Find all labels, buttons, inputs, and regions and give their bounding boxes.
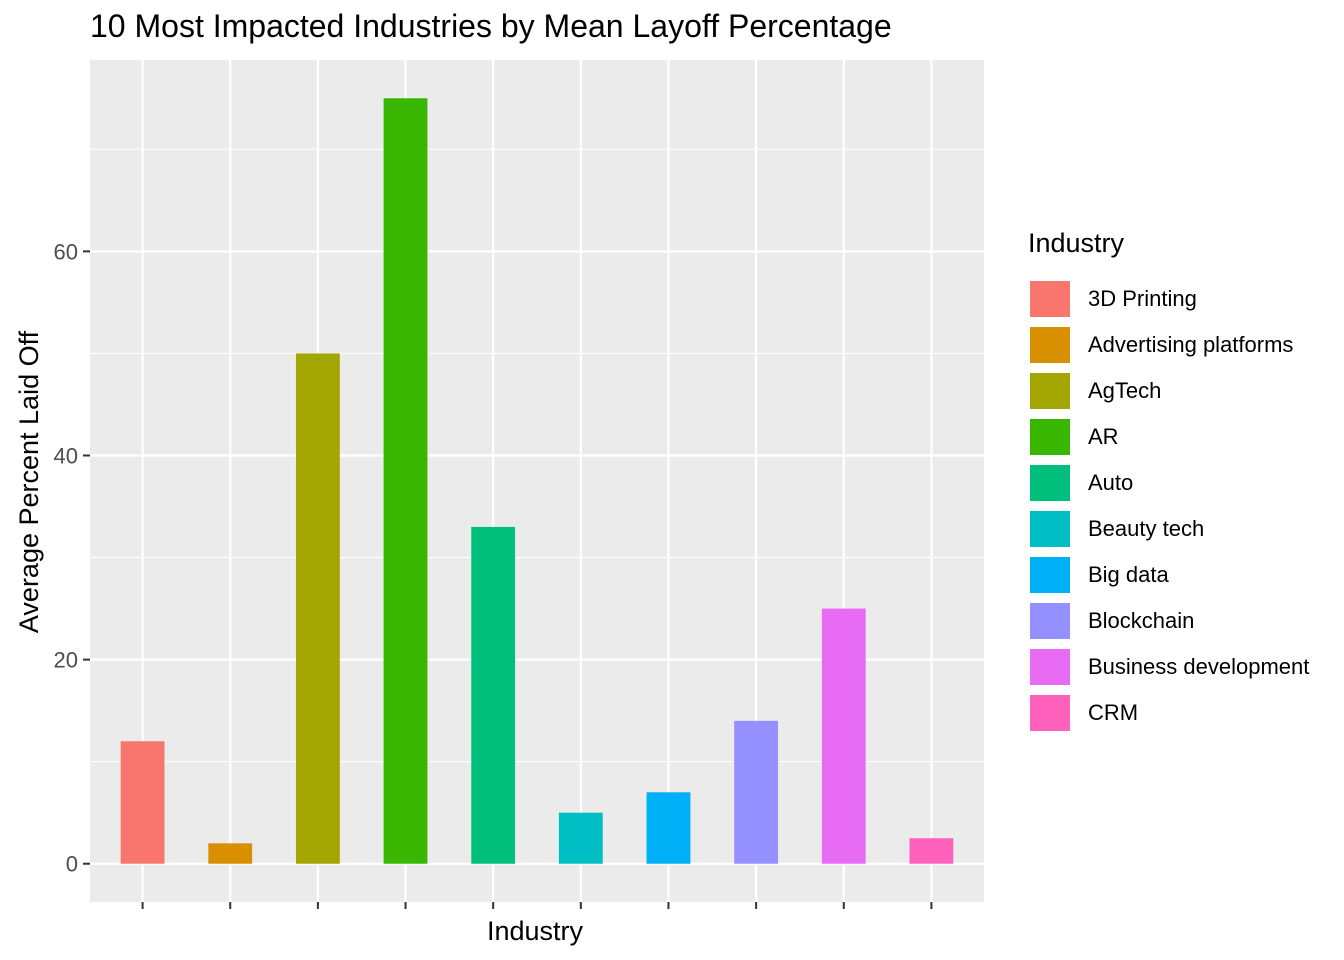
legend-title: Industry <box>1028 228 1125 258</box>
legend-label: AgTech <box>1088 378 1162 403</box>
bar <box>471 526 516 864</box>
legend-swatch <box>1028 509 1072 549</box>
bar <box>383 98 428 864</box>
legend-item: Big data <box>1028 552 1309 598</box>
bar <box>558 812 603 864</box>
y-tick-label: 40 <box>54 443 78 468</box>
legend-item: Auto <box>1028 460 1309 506</box>
legend-label: Beauty tech <box>1088 516 1205 541</box>
legend-label: Auto <box>1088 470 1134 495</box>
y-tick-label: 20 <box>54 648 78 673</box>
bar <box>821 608 866 864</box>
legend-swatch <box>1028 371 1072 411</box>
legend-label: AR <box>1088 424 1119 449</box>
bar <box>734 720 779 864</box>
legend-label: Big data <box>1088 562 1169 587</box>
legend-label: Business development <box>1088 654 1310 679</box>
bar <box>646 792 691 864</box>
legend-label: 3D Printing <box>1088 286 1197 311</box>
x-axis-label: Industry <box>487 916 584 946</box>
legend-items: 3D Printing Advertising platforms AgTech AR… <box>1028 276 1309 736</box>
legend-item: AR <box>1028 414 1309 460</box>
legend-item: Business development <box>1028 644 1309 690</box>
legend-swatch <box>1028 555 1072 595</box>
legend-item: Beauty tech <box>1028 506 1309 552</box>
legend-item: Blockchain <box>1028 598 1309 644</box>
bar <box>295 353 340 864</box>
legend: Industry 3D Printing Advertising platform… <box>1028 228 1309 736</box>
y-tick-label: 60 <box>54 239 78 264</box>
chart-title: 10 Most Impacted Industries by Mean Layo… <box>90 8 892 44</box>
bar <box>208 843 253 864</box>
legend-item: Advertising platforms <box>1028 322 1309 368</box>
legend-swatch <box>1028 325 1072 365</box>
legend-swatch <box>1028 463 1072 503</box>
legend-item: CRM <box>1028 690 1309 736</box>
legend-swatch <box>1028 601 1072 641</box>
legend-swatch <box>1028 647 1072 687</box>
legend-label: CRM <box>1088 700 1139 725</box>
legend-swatch <box>1028 693 1072 733</box>
x-axis <box>141 902 933 909</box>
y-tick-label: 0 <box>66 852 78 877</box>
bar <box>120 741 165 864</box>
legend-label: Advertising platforms <box>1088 332 1294 357</box>
y-axis: 0 20 40 60 <box>54 239 90 877</box>
legend-item: 3D Printing <box>1028 276 1309 322</box>
bars <box>120 98 954 864</box>
bar <box>909 838 954 864</box>
legend-item: AgTech <box>1028 368 1309 414</box>
legend-label: Blockchain <box>1088 608 1195 633</box>
legend-swatch <box>1028 417 1072 457</box>
y-axis-label: Average Percent Laid Off <box>14 330 44 633</box>
legend-swatch <box>1028 279 1072 319</box>
